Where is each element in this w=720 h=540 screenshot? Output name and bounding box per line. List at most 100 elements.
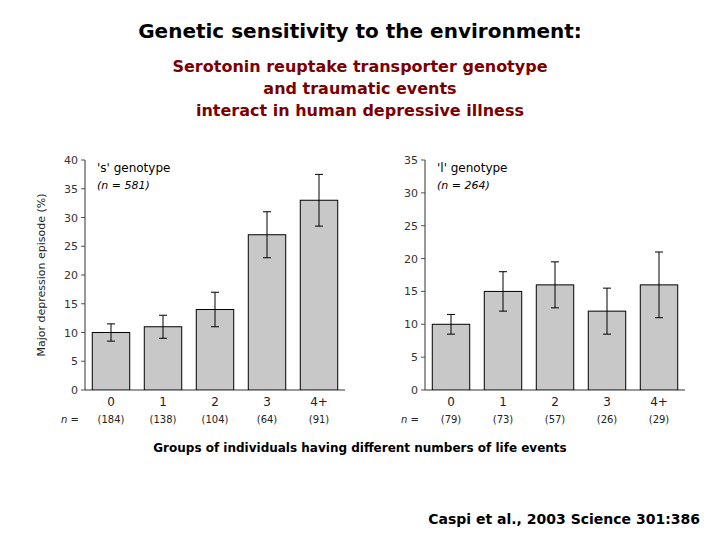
x-tick-label: 4+ xyxy=(310,395,328,409)
source: Caspi et al., 2003 Science 301:386 xyxy=(428,511,700,527)
y-tick-label: 20 xyxy=(64,269,78,282)
error-bar xyxy=(655,252,663,318)
subtitle: interact in human depressive illness xyxy=(196,101,524,120)
error-bar-cap xyxy=(211,292,219,293)
error-bar xyxy=(263,212,271,258)
error-bar-cap xyxy=(603,334,611,335)
error-bar-cap xyxy=(655,317,663,318)
y-tick-label: 5 xyxy=(71,355,78,368)
n-label: (26) xyxy=(597,414,618,425)
error-bar xyxy=(159,315,167,338)
y-tick xyxy=(81,217,85,218)
error-bar-cap xyxy=(263,211,271,212)
error-bar-cap xyxy=(499,271,507,272)
y-tick xyxy=(421,291,425,292)
error-bar-cap xyxy=(107,323,115,324)
y-tick xyxy=(421,258,425,259)
n-label: (79) xyxy=(441,414,462,425)
bar xyxy=(300,200,337,390)
figure: Genetic sensitivity to the environment: S… xyxy=(0,0,720,540)
y-tick-label: 5 xyxy=(411,351,418,364)
y-tick xyxy=(81,303,85,304)
x-tick-label: 0 xyxy=(107,395,115,409)
n-prefix: n = xyxy=(401,414,419,425)
y-tick-label: 25 xyxy=(64,240,78,253)
y-tick-label: 0 xyxy=(411,384,418,397)
n-label: (29) xyxy=(649,414,670,425)
error-bar-stem xyxy=(659,252,660,318)
n-label: (138) xyxy=(150,414,177,425)
n-label: (73) xyxy=(493,414,514,425)
y-tick-label: 10 xyxy=(404,318,418,331)
y-tick xyxy=(421,160,425,161)
marks xyxy=(432,252,677,390)
y-tick-label: 15 xyxy=(64,298,78,311)
error-bar-stem xyxy=(319,174,320,226)
chart: 0510152025303501234+(79)(73)(57)(26)(29)… xyxy=(401,154,685,425)
error-bar-cap xyxy=(655,252,663,253)
error-bar-cap xyxy=(107,341,115,342)
bar xyxy=(248,235,285,390)
chart: 0 5 10 15 20 25 30 35 40 0 1 2 3 4+ (184) (138) (104) (64… xyxy=(35,154,345,425)
y-tick-label: 30 xyxy=(404,187,418,200)
error-bar xyxy=(551,262,559,308)
n-label: (91) xyxy=(309,414,330,425)
error-bar-stem xyxy=(111,324,112,341)
error-bar-cap xyxy=(551,307,559,308)
x-tick-label: 2 xyxy=(551,395,559,409)
marks xyxy=(92,174,337,390)
x-tick-label: 1 xyxy=(159,395,167,409)
x-tick-label: 0 xyxy=(447,395,455,409)
error-bar-stem xyxy=(267,212,268,258)
error-bar-cap xyxy=(551,261,559,262)
error-bar-stem xyxy=(607,288,608,334)
subtitle: Serotonin reuptake transporter genotype xyxy=(172,57,547,76)
y-tick xyxy=(81,275,85,276)
x-tick-label: 4+ xyxy=(650,395,668,409)
y-tick xyxy=(421,357,425,358)
y-tick-label: 35 xyxy=(404,154,418,167)
error-bar xyxy=(107,324,115,341)
y-tick xyxy=(421,192,425,193)
annotation: (n = 264) xyxy=(437,179,490,192)
error-bar xyxy=(603,288,611,334)
y-tick-label: 25 xyxy=(404,220,418,233)
y-tick-label: 30 xyxy=(64,212,78,225)
error-bar-cap xyxy=(263,257,271,258)
y-tick xyxy=(81,390,85,391)
error-bar xyxy=(447,314,455,334)
y-tick xyxy=(81,246,85,247)
y-tick xyxy=(81,188,85,189)
y-tick xyxy=(81,361,85,362)
y-tick-label: 20 xyxy=(404,253,418,266)
y-tick-label: 40 xyxy=(64,154,78,167)
error-bar-cap xyxy=(315,174,323,175)
bar xyxy=(92,333,129,391)
y-tick xyxy=(81,332,85,333)
n-label: (64) xyxy=(257,414,278,425)
n-prefix: n = xyxy=(61,414,79,425)
error-bar-cap xyxy=(447,314,455,315)
x-tick-label: 3 xyxy=(263,395,271,409)
n-label: (57) xyxy=(545,414,566,425)
error-bar-stem xyxy=(555,262,556,308)
y-tick xyxy=(421,390,425,391)
y-tick-label: 35 xyxy=(64,183,78,196)
x-axis-label: Groups of individuals having different n… xyxy=(153,441,567,455)
error-bar-cap xyxy=(447,334,455,335)
x-tick-label: 2 xyxy=(211,395,219,409)
y-tick-label: 0 xyxy=(71,384,78,397)
n-label: (184) xyxy=(98,414,125,425)
x-tick-label: 3 xyxy=(603,395,611,409)
x-tick-label: 1 xyxy=(499,395,507,409)
error-bar-stem xyxy=(503,272,504,311)
subtitle: and traumatic events xyxy=(263,79,456,98)
background xyxy=(0,0,720,540)
error-bar-stem xyxy=(451,314,452,334)
title: Genetic sensitivity to the environment: xyxy=(138,19,582,43)
annotation: (n = 581) xyxy=(97,179,150,192)
y-axis-line xyxy=(85,160,86,390)
y-tick-label: 10 xyxy=(64,327,78,340)
n-label: (104) xyxy=(202,414,229,425)
y-tick xyxy=(421,324,425,325)
